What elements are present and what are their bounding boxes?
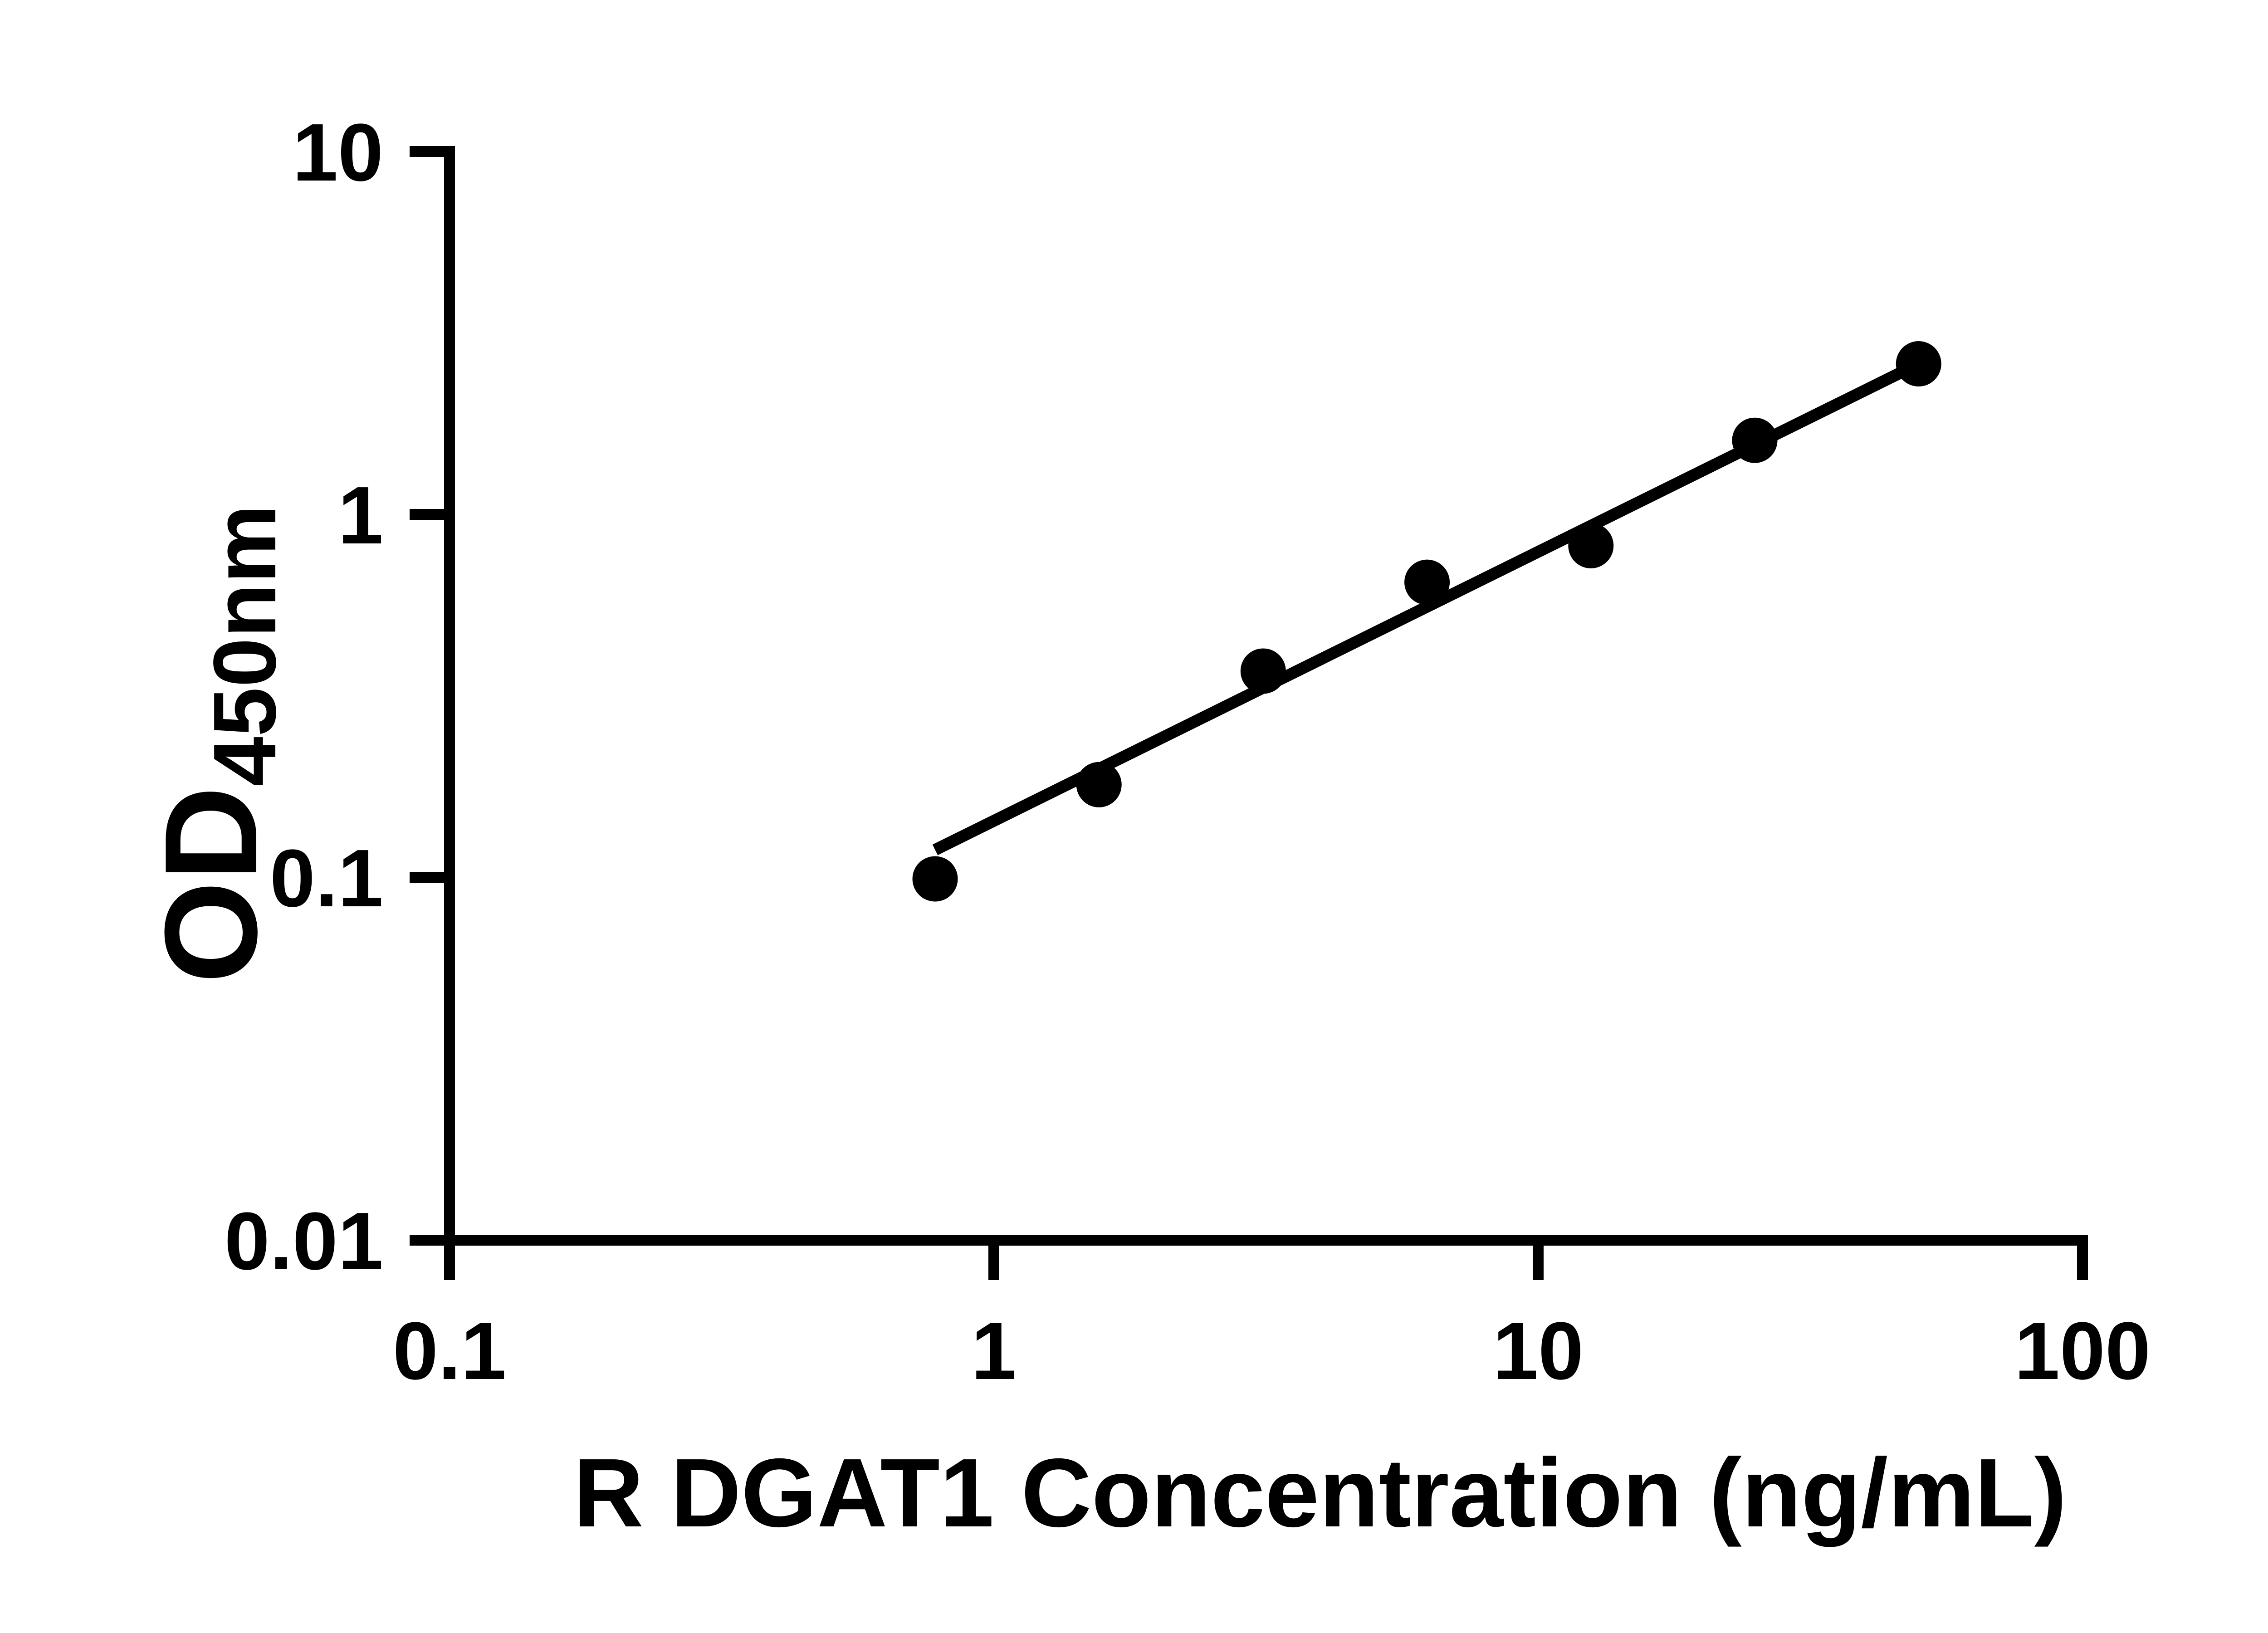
y-axis-title-subscript: 450nm	[195, 504, 294, 786]
data-point	[1568, 523, 1614, 568]
data-point	[1896, 341, 1941, 387]
data-point	[912, 856, 958, 902]
y-tick-label: 1	[338, 470, 383, 561]
x-tick-label: 0.1	[393, 1305, 506, 1397]
data-point	[1404, 559, 1450, 605]
data-point	[1076, 762, 1122, 807]
y-tick-label: 0.1	[270, 833, 383, 924]
y-axis-title-main: OD	[137, 786, 284, 983]
x-axis-title: R DGAT1 Concentration (ng/mL)	[573, 1438, 2067, 1547]
data-point	[1240, 648, 1286, 694]
x-tick-label: 100	[2014, 1305, 2151, 1397]
x-tick-label: 1	[971, 1305, 1017, 1397]
y-tick-label: 10	[293, 107, 383, 198]
data-point	[1732, 417, 1778, 463]
y-tick-label: 0.01	[225, 1196, 383, 1287]
x-tick-label: 10	[1493, 1305, 1584, 1397]
y-axis-title: OD450nm	[137, 504, 294, 983]
